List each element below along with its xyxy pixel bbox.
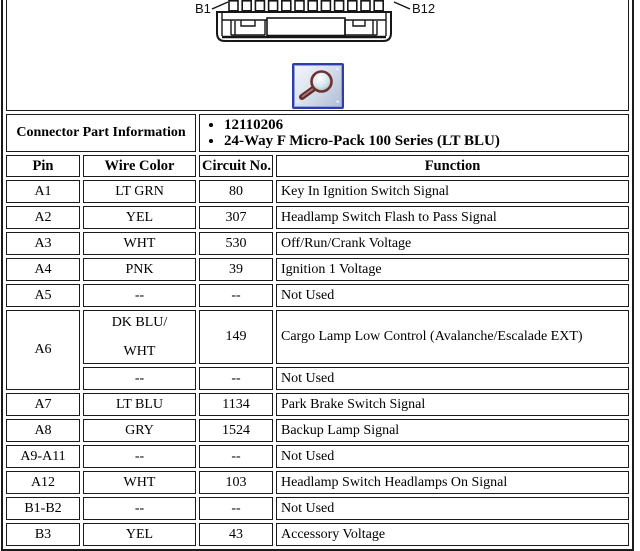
connector-pin-label-b1: B1 [195, 1, 211, 16]
function-cell: Headlamp Switch Flash to Pass Signal [276, 206, 629, 230]
service-info-page: B1 B12 [0, 0, 640, 489]
table-body: B1 B12 [6, 0, 629, 547]
circuit-cell: 39 [199, 258, 273, 282]
circuit-cell: -- [199, 367, 273, 391]
pin-cell: A6 [6, 310, 80, 391]
function-cell: Ignition 1 Voltage [276, 258, 629, 282]
pin-cell: A2 [6, 206, 80, 230]
circuit-cell: -- [199, 445, 273, 469]
pin-cell: A5 [6, 284, 80, 308]
wire-color-cell: -- [83, 445, 196, 469]
header-wire-color: Wire Color [83, 155, 196, 178]
pin-row-a12: A12 WHT 103 Headlamp Switch Headlamps On Si… [6, 471, 629, 495]
header-pin: Pin [6, 155, 80, 178]
pin-cell: A8 [6, 419, 80, 443]
wire-color-cell: YEL [83, 523, 196, 547]
pin-row-a4: A4 PNK 39 Ignition 1 Voltage [6, 258, 629, 282]
function-cell: Park Brake Switch Signal [276, 393, 629, 417]
pin-cell: A7 [6, 393, 80, 417]
connector-diagram: B1 B12 [195, 0, 435, 42]
function-cell: Off/Run/Crank Voltage [276, 232, 629, 256]
circuit-cell: 1134 [199, 393, 273, 417]
wire-color-cell: GRY [83, 419, 196, 443]
part-info-values: 12110206 24-Way F Micro-Pack 100 Series … [199, 114, 629, 153]
circuit-cell: 80 [199, 180, 273, 204]
circuit-cell: 43 [199, 523, 273, 547]
wire-color-line: WHT [123, 343, 156, 359]
pin-row-a9-a11: A9-A11 -- -- Not Used [6, 445, 629, 469]
wire-color-cell: PNK [83, 258, 196, 282]
wire-color-cell: -- [83, 497, 196, 521]
header-circuit-no: Circuit No. [199, 155, 273, 178]
wire-color-cell: YEL [83, 206, 196, 230]
connector-pin-label-b12: B12 [412, 1, 435, 16]
circuit-cell: -- [199, 284, 273, 308]
circuit-cell: 1524 [199, 419, 273, 443]
wire-color-cell: LT BLU [83, 393, 196, 417]
wire-color-line: DK BLU/ [111, 314, 168, 330]
wire-color-cell: DK BLU/WHT [83, 310, 196, 365]
wire-color-cell: WHT [83, 232, 196, 256]
function-cell: Cargo Lamp Low Control (Avalanche/Escala… [276, 310, 629, 365]
pin-row-a6: A6 DK BLU/WHT 149 Cargo Lamp Low Control (A… [6, 310, 629, 391]
function-cell: Not Used [276, 497, 629, 521]
pin-cell: A1 [6, 180, 80, 204]
pin-cell: A3 [6, 232, 80, 256]
pin-cell: A4 [6, 258, 80, 282]
wire-color-cell: LT GRN [83, 180, 196, 204]
pin-row-b1-b2: B1-B2 -- -- Not Used [6, 497, 629, 521]
pin-row-continued: -- -- Not Used [6, 367, 629, 391]
pin-row-a5: A5 -- -- Not Used [6, 284, 629, 308]
pin-row-a2: A2 YEL 307 Headlamp Switch Flash to Pass Si… [6, 206, 629, 230]
pin-row-a7: A7 LT BLU 1134 Park Brake Switch Signal [6, 393, 629, 417]
wire-color-cell: -- [83, 367, 196, 391]
function-cell: Not Used [276, 367, 629, 391]
pin-row-b3: B3 YEL 43 Accessory Voltage [6, 523, 629, 547]
pin-cell: B1-B2 [6, 497, 80, 521]
pin-cell: A12 [6, 471, 80, 495]
circuit-cell: -- [199, 497, 273, 521]
magnifier-icon [296, 68, 339, 103]
pin-row-a1: A1 LT GRN 80 Key In Ignition Switch Signal [6, 180, 629, 204]
wire-color-cell: WHT [83, 471, 196, 495]
table-header-row: Pin Wire Color Circuit No. Function [6, 155, 629, 178]
pin-cell: B3 [6, 523, 80, 547]
part-info-label: Connector Part Information [6, 114, 196, 153]
zoom-image-button[interactable] [291, 63, 344, 110]
function-cell: Not Used [276, 284, 629, 308]
wire-color-cell: -- [83, 284, 196, 308]
function-cell: Backup Lamp Signal [276, 419, 629, 443]
header-function: Function [276, 155, 629, 178]
function-cell: Headlamp Switch Headlamps On Signal [276, 471, 629, 495]
circuit-cell: 103 [199, 471, 273, 495]
pin-row-a8: A8 GRY 1524 Backup Lamp Signal [6, 419, 629, 443]
connector-figure-row: B1 B12 [6, 0, 629, 112]
part-number: 12110206 [224, 117, 626, 133]
pin-row-a3: A3 WHT 530 Off/Run/Crank Voltage [6, 232, 629, 256]
pin-cell: A9-A11 [6, 445, 80, 469]
function-cell: Key In Ignition Switch Signal [276, 180, 629, 204]
connector-figure-cell: B1 B12 [6, 0, 629, 112]
circuit-cell: 149 [199, 310, 273, 365]
function-cell: Accessory Voltage [276, 523, 629, 547]
connector-series: 24-Way F Micro-Pack 100 Series (LT BLU) [224, 133, 626, 149]
function-cell: Not Used [276, 445, 629, 469]
circuit-cell: 307 [199, 206, 273, 230]
part-info-list: 12110206 24-Way F Micro-Pack 100 Series … [202, 117, 626, 149]
part-info-row: Connector Part Information 12110206 24-W… [6, 114, 629, 153]
circuit-cell: 530 [199, 232, 273, 256]
